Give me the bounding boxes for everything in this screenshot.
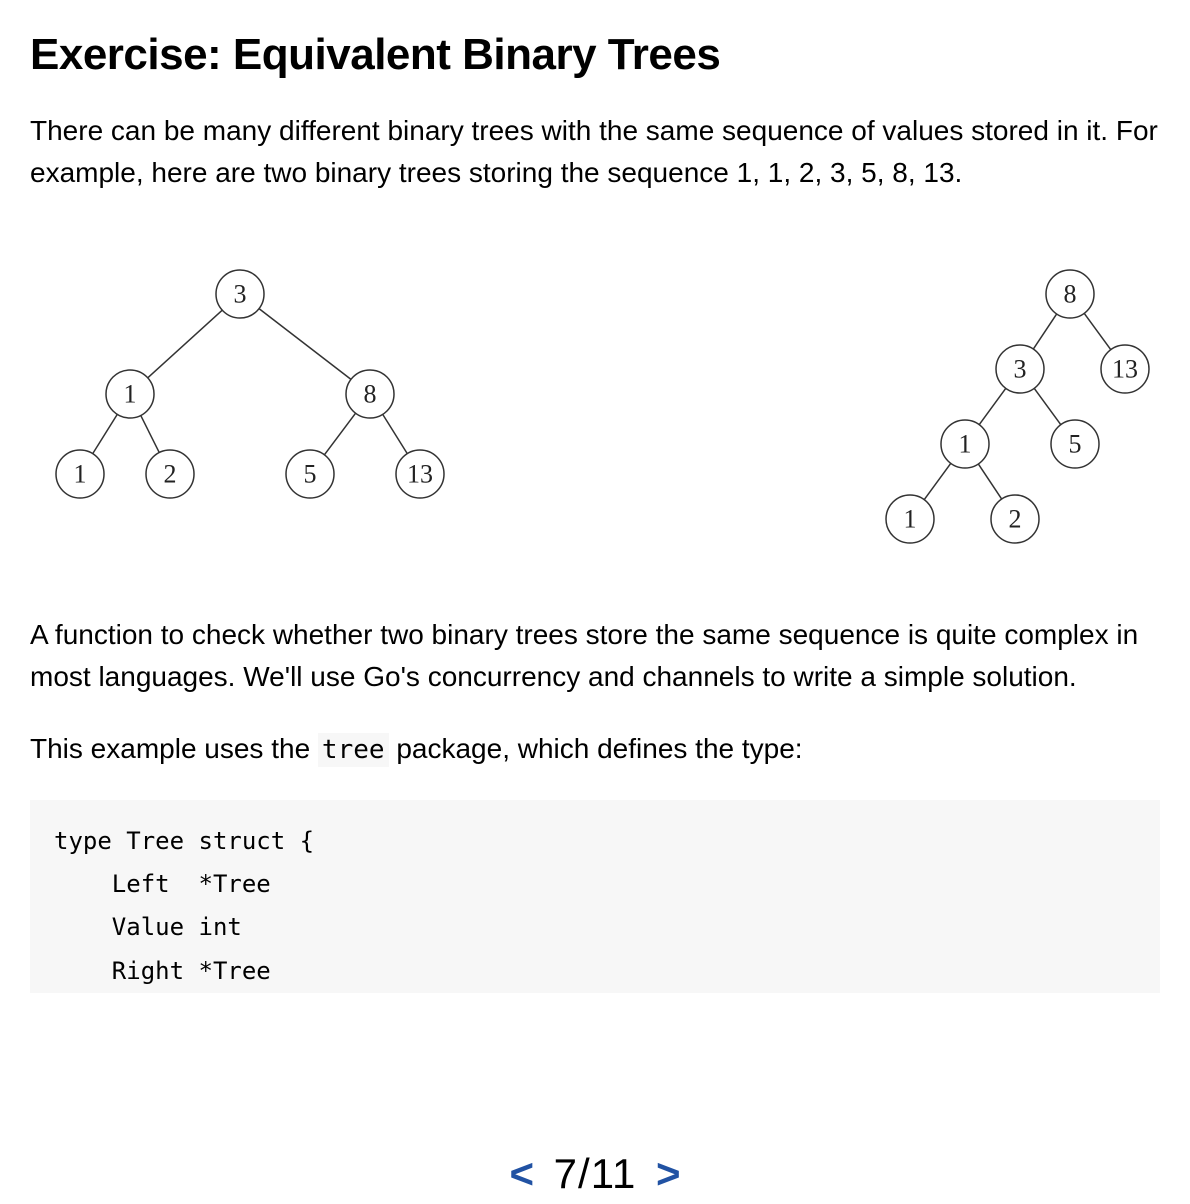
tree-node-label: 13 [1112,355,1138,384]
tree-node-label: 1 [74,460,87,489]
tree-edge [324,413,355,455]
pager-next-button[interactable]: > [648,1150,689,1197]
tree-edge [93,414,118,453]
page-title: Exercise: Equivalent Binary Trees [30,30,1160,80]
inline-code-tree: tree [318,733,389,767]
pager: < 7/11 > [0,1150,1190,1198]
tree-edge [1084,313,1111,349]
p3-suffix: package, which defines the type: [389,733,803,764]
tree-node-label: 8 [1064,280,1077,309]
tree-node-label: 13 [407,460,433,489]
trees-diagram: 3 1 8 1 2 5 13 8 3 13 1 5 1 2 [30,224,1160,614]
tree-left: 3 1 8 1 2 5 13 [30,254,470,514]
intro-paragraph-3: This example uses the tree package, whic… [30,728,1160,770]
tree-node-label: 1 [124,380,137,409]
tree-edge [979,388,1006,424]
tree-node-label: 5 [304,460,317,489]
page: Exercise: Equivalent Binary Trees There … [0,0,1190,1204]
tree-node-label: 2 [164,460,177,489]
tree-node-label: 2 [1009,505,1022,534]
tree-edge [924,463,951,499]
p3-prefix: This example uses the [30,733,318,764]
tree-edge [148,310,222,378]
tree-right: 8 3 13 1 5 1 2 [840,254,1160,554]
tree-edge [1034,388,1061,424]
intro-paragraph-1: There can be many different binary trees… [30,110,1160,194]
tree-edge [383,414,408,453]
tree-node-label: 5 [1069,430,1082,459]
intro-paragraph-2: A function to check whether two binary t… [30,614,1160,698]
pager-prev-button[interactable]: < [501,1150,542,1197]
tree-edge [978,464,1001,499]
tree-node-label: 1 [959,430,972,459]
tree-node-label: 3 [234,280,247,309]
tree-node-label: 3 [1014,355,1027,384]
tree-node-label: 1 [904,505,917,534]
tree-edge [141,415,160,452]
tree-edge [1033,314,1056,349]
code-block: type Tree struct { Left *Tree Value int … [30,800,1160,993]
pager-position: 7/11 [554,1150,637,1197]
tree-edge [259,309,351,380]
tree-node-label: 8 [364,380,377,409]
